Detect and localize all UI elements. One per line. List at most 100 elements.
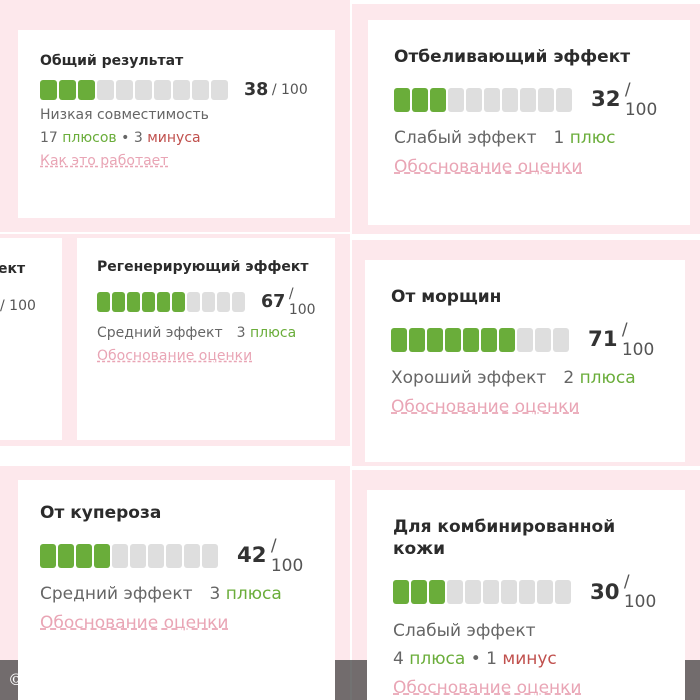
explain-link: Обоснование оценки bbox=[40, 604, 313, 633]
segment bbox=[538, 87, 554, 112]
pros-label: плюса bbox=[249, 324, 297, 341]
segment bbox=[481, 327, 497, 352]
segment-bar bbox=[394, 87, 574, 112]
card-title: Отбеливающий эффект bbox=[394, 47, 631, 67]
segment bbox=[411, 580, 427, 605]
score: 38 bbox=[244, 79, 269, 100]
pros-count: 3 bbox=[209, 584, 221, 605]
segment bbox=[187, 291, 200, 312]
pros-label: плюса bbox=[225, 584, 282, 605]
segment bbox=[76, 543, 92, 568]
score-scale: / 100 bbox=[623, 572, 657, 613]
score-row: 71/ 100 bbox=[391, 320, 659, 360]
score: 67 bbox=[261, 291, 286, 312]
link[interactable]: Обоснование оценки bbox=[391, 396, 580, 417]
link[interactable]: Как это работает bbox=[40, 152, 169, 169]
effect-line: Слабый эффект 1 плюс bbox=[394, 128, 664, 148]
segment bbox=[116, 79, 133, 100]
segment bbox=[202, 543, 218, 568]
score: 71 bbox=[588, 327, 618, 353]
score-card: Для комбинированной кожи 30/ 100 Слабый эф… bbox=[367, 490, 685, 700]
effect-line: Низкая совместимость bbox=[40, 107, 313, 123]
segment bbox=[211, 79, 228, 100]
pros-label: плюса bbox=[579, 368, 636, 389]
pros-count: 4 bbox=[393, 649, 404, 670]
dot: • bbox=[465, 649, 487, 670]
segment bbox=[430, 87, 446, 112]
score: 42 bbox=[237, 543, 267, 569]
pros-label: плюса bbox=[409, 649, 466, 670]
score-scale: / 100 bbox=[624, 79, 658, 120]
segment bbox=[466, 87, 482, 112]
segment bbox=[535, 327, 551, 352]
segment bbox=[555, 580, 571, 605]
effect: Низкая совместимость bbox=[40, 106, 209, 123]
effect: Средний эффект bbox=[40, 584, 193, 605]
pros-count: 2 bbox=[563, 368, 575, 389]
segment bbox=[192, 79, 209, 100]
score-scale: / 100 bbox=[270, 535, 304, 576]
segment bbox=[427, 327, 443, 352]
link[interactable]: Обоснование оценки bbox=[394, 156, 583, 177]
segment bbox=[502, 87, 518, 112]
fragment-card: ект / 100 bbox=[0, 238, 62, 440]
gap bbox=[193, 584, 210, 604]
card-title: Для комбинированной кожи bbox=[393, 517, 616, 560]
segment bbox=[517, 327, 533, 352]
score-row: 67/ 100 bbox=[97, 285, 316, 318]
cons-label: минус bbox=[502, 649, 557, 670]
segment bbox=[94, 543, 110, 568]
segment bbox=[148, 543, 164, 568]
segment bbox=[519, 580, 535, 605]
segment bbox=[58, 543, 74, 568]
link[interactable]: Обоснование оценки bbox=[393, 677, 582, 698]
cons-count: 3 bbox=[133, 129, 143, 146]
segment-bar bbox=[97, 291, 247, 312]
segment bbox=[184, 543, 200, 568]
pros-label: плюс bbox=[569, 128, 616, 149]
segment bbox=[130, 543, 146, 568]
card-title: Общий результат bbox=[40, 53, 184, 69]
score-row: 30/ 100 bbox=[393, 572, 659, 612]
segment bbox=[394, 87, 410, 112]
score-card: От морщин 71/ 100 Хороший эффект 2 плюса Об… bbox=[365, 260, 685, 462]
explain-link: Обоснование оценки bbox=[393, 669, 659, 698]
pros-count: 17 bbox=[40, 129, 58, 146]
segment bbox=[40, 79, 57, 100]
segment bbox=[556, 87, 572, 112]
segment bbox=[463, 327, 479, 352]
segment bbox=[537, 580, 553, 605]
card-title: От морщин bbox=[391, 287, 502, 307]
gap bbox=[537, 128, 554, 148]
dot: • bbox=[116, 129, 134, 146]
segment bbox=[142, 291, 155, 312]
segment bbox=[391, 327, 407, 352]
segment bbox=[520, 87, 536, 112]
segment bbox=[445, 327, 461, 352]
link[interactable]: Обоснование оценки bbox=[97, 347, 253, 364]
cons-label: минуса bbox=[147, 129, 201, 146]
link[interactable]: Обоснование оценки bbox=[40, 612, 229, 633]
segment-bar bbox=[391, 327, 571, 352]
segment bbox=[202, 291, 215, 312]
score-card: Отбеливающий эффект 32/ 100 Слабый эффект … bbox=[368, 20, 690, 225]
pros-cons: 17 плюсов • 3 минуса bbox=[40, 130, 313, 146]
score: 32 bbox=[591, 87, 621, 113]
effect: Хороший эффект bbox=[391, 368, 547, 389]
effect: Слабый эффект bbox=[393, 620, 536, 641]
segment bbox=[393, 580, 409, 605]
segment bbox=[173, 79, 190, 100]
score-row: 42/ 100 bbox=[40, 536, 313, 576]
segment bbox=[112, 543, 128, 568]
segment bbox=[59, 79, 76, 100]
effect: Средний эффект bbox=[97, 324, 223, 341]
score-card: Общий результат 38/ 100 Низкая совместимос… bbox=[18, 30, 335, 218]
segment bbox=[447, 580, 463, 605]
segment bbox=[112, 291, 125, 312]
score-scale: / 100 bbox=[288, 285, 316, 318]
effect: Слабый эффект bbox=[394, 128, 537, 149]
segment bbox=[40, 543, 56, 568]
fragment-scale: / 100 bbox=[0, 298, 36, 315]
segment bbox=[501, 580, 517, 605]
